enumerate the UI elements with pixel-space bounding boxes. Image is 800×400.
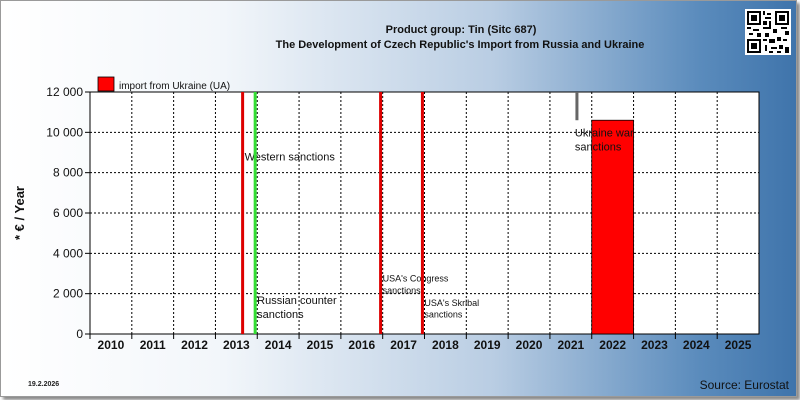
y-tick-label: 10 000 (46, 125, 83, 139)
x-axis: 2010 2011 2012 2013 2014 2015 2016 2017 2018 2019… (89, 334, 752, 352)
event-label: Russian counter sanctions (257, 295, 337, 321)
x-tick-label: 2019 (474, 338, 501, 352)
event-label: USA's Skribal sanctions (424, 298, 479, 320)
x-tick-label: 2012 (181, 338, 208, 352)
chart-title: Product group: Tin (Sitc 687) (385, 24, 537, 36)
x-tick-label: 2018 (432, 338, 459, 352)
y-tick-label: 2 000 (53, 287, 83, 301)
x-tick-label: 2021 (557, 338, 584, 352)
x-tick-label: 2015 (307, 338, 334, 352)
legend-swatch (97, 76, 115, 92)
date-label: 19.2.2026 (28, 381, 60, 388)
x-tick-label: 2014 (265, 338, 292, 352)
legend-label: import from Ukraine (UA) (119, 81, 230, 92)
x-tick-label: 2010 (98, 338, 125, 352)
event-label: Ukraine war sanctions (575, 127, 634, 153)
x-tick-label: 2020 (516, 338, 543, 352)
y-axis: 0 2 000 4 000 6 000 8 000 10 000 12 000 (46, 85, 90, 341)
x-tick-label: 2017 (390, 338, 417, 352)
chart-subtitle: The Development of Czech Republic's Impo… (275, 39, 645, 51)
event-label: USA's Congress sanctions (383, 274, 449, 296)
y-tick-label: 8 000 (53, 166, 83, 180)
legend: import from Ukraine (UA) (97, 76, 230, 92)
x-tick-label: 2016 (348, 338, 375, 352)
bars (591, 119, 634, 335)
y-tick-label: 0 (76, 327, 83, 341)
event-lines: Western sanctions Russian counter sanction… (241, 92, 634, 334)
x-tick-label: 2022 (599, 338, 626, 352)
y-tick-label: 6 000 (53, 206, 83, 220)
x-tick-label: 2013 (223, 338, 250, 352)
y-axis-title: * € / Year (12, 186, 27, 240)
x-tick-label: 2025 (725, 338, 752, 352)
x-tick-label: 2024 (683, 338, 710, 352)
y-tick-label: 4 000 (53, 246, 83, 260)
x-tick-label: 2011 (140, 338, 166, 352)
source-label: Source: Eurostat (699, 378, 789, 392)
x-tick-label: 2023 (641, 338, 668, 352)
qr-code-icon[interactable] (745, 9, 791, 55)
event-label: Western sanctions (245, 152, 336, 164)
bar-2022 (591, 119, 634, 335)
y-tick-label: 12 000 (46, 85, 83, 99)
